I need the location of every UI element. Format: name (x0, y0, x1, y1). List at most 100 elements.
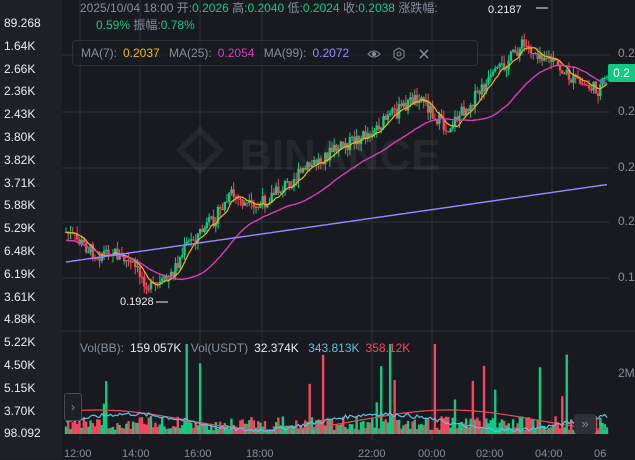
side-value: 3.80K (4, 130, 36, 144)
candle-body (500, 63, 504, 65)
volume-bar (456, 427, 459, 434)
volume-bar (304, 420, 307, 434)
candle-body (382, 116, 385, 128)
volume-bar (187, 422, 191, 434)
candle-body (587, 85, 591, 89)
expand-panel-button[interactable]: › (64, 393, 82, 421)
volume-bar (435, 427, 439, 434)
candle-body (516, 52, 519, 57)
candle-body (578, 78, 582, 84)
candle-body (596, 93, 600, 97)
volume-bar (241, 419, 244, 434)
volume-bar (239, 420, 242, 434)
close-icon[interactable] (417, 47, 431, 61)
candle-body (225, 201, 229, 203)
eye-icon[interactable] (366, 47, 381, 61)
candle-body (386, 114, 390, 120)
candle-body (444, 130, 448, 132)
volume-bar (429, 429, 432, 434)
volume-bar (265, 429, 269, 434)
volume-bar (397, 419, 401, 434)
candle-body (295, 179, 298, 181)
candle-body (348, 137, 352, 151)
candle-body (87, 252, 90, 254)
candle-body (223, 201, 226, 211)
volume-bar (194, 423, 197, 434)
candle-body (458, 115, 461, 121)
volume-bar (362, 421, 365, 434)
low-annotation: 0.1928 (120, 296, 154, 308)
volume-bar (386, 422, 390, 434)
volume-bar (207, 429, 211, 434)
candle-body (536, 52, 539, 59)
vol-usdt-value: 32.374K (254, 341, 299, 355)
volume-bar (118, 425, 121, 434)
volume-bar (210, 423, 213, 434)
volume-bar (563, 427, 566, 434)
volume-bar (122, 428, 126, 434)
candle-body (136, 266, 139, 268)
candle-body (326, 152, 329, 161)
candle-body (131, 261, 135, 263)
volume-bar (444, 416, 448, 434)
volume-bar (113, 429, 117, 434)
volume-bar (299, 424, 302, 434)
amp-value: 0.78% (160, 18, 195, 32)
volume-bar (227, 428, 231, 434)
y-tick-1: 0.2 (618, 104, 635, 118)
ohlc-info: 2025/10/04 18:00 开:0.2026 高:0.2040 低:0.2… (80, 0, 438, 34)
candle-body (330, 147, 334, 152)
volume-bar (172, 426, 175, 434)
candle-body (487, 77, 490, 84)
x-tick-4: 22:00 (358, 448, 386, 460)
candle-body (339, 141, 343, 149)
candle-body (514, 49, 517, 53)
candle-body (565, 69, 568, 74)
candle-body (415, 94, 419, 104)
scroll-to-latest-button[interactable]: » (574, 414, 596, 434)
volume-bar (270, 429, 273, 434)
settings-icon[interactable] (392, 47, 406, 61)
x-tick-3: 18:00 (246, 448, 274, 460)
candle-body (241, 199, 244, 206)
candle-body (473, 90, 477, 107)
volume-bar (326, 418, 329, 434)
candle-body (462, 106, 466, 116)
volume-bar (561, 396, 564, 434)
ma99-value: 0.2072 (312, 46, 350, 60)
volume-info: Vol(BB): 159.057K Vol(USDT) 32.374K 343.81… (80, 340, 416, 356)
volume-bar (355, 416, 358, 434)
volume-bar (371, 418, 374, 434)
candle-body (353, 136, 356, 145)
ma7-label: MA(7): (81, 46, 117, 60)
volume-bar (453, 399, 457, 434)
candle-body (429, 105, 432, 113)
candle-body (456, 116, 459, 121)
candle-body (178, 256, 182, 268)
candle-body (265, 204, 269, 208)
volume-bar (111, 426, 115, 434)
high-label: 高: (232, 1, 248, 15)
volume-bar (87, 426, 90, 434)
candle-body (245, 202, 249, 204)
candlestick-chart[interactable]: BINANCE (62, 0, 635, 459)
volume-bar (418, 424, 421, 434)
volume-bar (292, 425, 296, 434)
open-value: 0.2026 (192, 1, 229, 15)
volume-bar (538, 367, 542, 434)
candle-body (301, 168, 305, 173)
candle-body (230, 189, 233, 194)
candle-body (426, 100, 430, 113)
volume-bar (348, 423, 352, 434)
y-tick-4: 0.1 (618, 270, 635, 284)
volume-bar (536, 419, 539, 434)
side-value: 5.29K (4, 221, 36, 236)
volume-bar (380, 366, 383, 434)
volume-bar (549, 427, 553, 434)
candle-body (312, 159, 316, 166)
volume-bar (248, 420, 251, 434)
candle-body (464, 108, 468, 116)
volume-bar (225, 425, 229, 434)
volume-bar (254, 427, 258, 434)
candle-body (328, 147, 331, 161)
